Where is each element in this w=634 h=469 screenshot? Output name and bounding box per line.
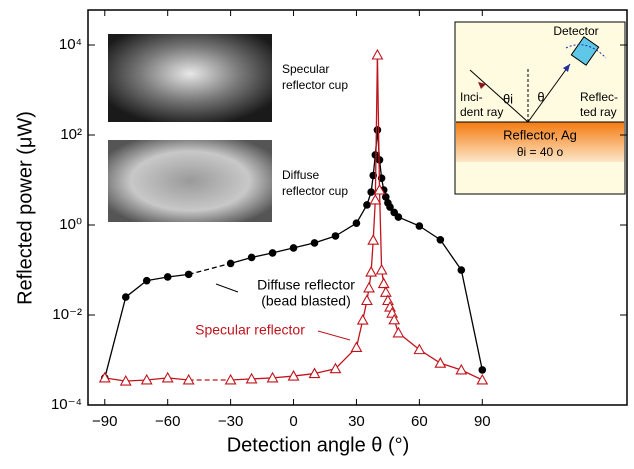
- point: [367, 188, 375, 196]
- point: [477, 375, 487, 384]
- photo-specular: [108, 34, 272, 122]
- point: [435, 358, 445, 367]
- point: [163, 373, 173, 382]
- point: [351, 342, 361, 351]
- series-segment: [189, 263, 231, 274]
- series-segment: [373, 200, 375, 240]
- leader: [216, 284, 238, 292]
- point: [290, 244, 298, 252]
- inset-label: ted ray: [580, 105, 617, 119]
- point: [358, 315, 368, 324]
- series-segment: [126, 281, 147, 297]
- point: [437, 236, 445, 244]
- inset-label: θi = 40 o: [517, 145, 564, 159]
- point: [364, 283, 374, 292]
- annotation: Diffuse reflector: [257, 277, 355, 293]
- chart: Specular reflector cup Diffuse reflector…: [0, 0, 634, 464]
- y-axis-title: Reflected power (μW): [14, 111, 36, 305]
- point: [395, 213, 403, 221]
- y-tick-label: 10⁻⁴: [51, 396, 82, 413]
- point: [248, 254, 256, 262]
- photo-diffuse: [108, 140, 272, 222]
- x-tick-label: −90: [92, 413, 117, 430]
- series-segment: [105, 297, 126, 378]
- point: [377, 265, 387, 274]
- x-axis-title: Detection angle θ (°): [227, 434, 410, 456]
- point: [311, 239, 319, 247]
- photo-label: Diffuse: [282, 168, 319, 182]
- annotation: (bead blasted): [261, 293, 351, 309]
- point: [362, 296, 372, 305]
- series-segment: [377, 55, 379, 190]
- y-tick-label: 10⁰: [59, 216, 82, 233]
- point: [269, 249, 277, 257]
- point: [353, 219, 361, 227]
- point: [416, 222, 424, 230]
- x-tick-label: −30: [218, 413, 243, 430]
- leader: [318, 331, 350, 340]
- point: [381, 287, 391, 296]
- inset-label: Inci-: [460, 90, 483, 104]
- point: [227, 260, 235, 268]
- x-tick-label: 90: [474, 413, 491, 430]
- inset-label: Reflec-: [580, 90, 618, 104]
- x-tick-label: −60: [155, 413, 180, 430]
- photo-label: reflector cup: [282, 184, 348, 198]
- inset-label: θ: [537, 89, 544, 104]
- photo-label: reflector cup: [282, 78, 348, 92]
- point: [368, 235, 378, 244]
- point: [372, 50, 382, 59]
- y-tick-label: 10²: [60, 126, 82, 143]
- point: [393, 328, 403, 337]
- photo-label: Specular: [282, 62, 329, 76]
- point: [374, 126, 382, 134]
- x-tick-label: 60: [411, 413, 428, 430]
- inset-label: θi: [503, 91, 513, 106]
- inset-label: Detector: [553, 24, 598, 38]
- annotation: Specular reflector: [195, 322, 305, 338]
- x-tick-label: 0: [289, 413, 297, 430]
- y-tick-label: 10⁻²: [52, 306, 82, 323]
- point: [366, 267, 376, 276]
- y-tick-label: 10⁴: [59, 36, 82, 53]
- inset: Detector θi θ Inci- dent ray Reflec- ted…: [455, 22, 625, 194]
- point: [185, 271, 193, 279]
- series-segment: [440, 240, 461, 270]
- x-tick-label: 30: [348, 413, 365, 430]
- point: [122, 293, 130, 301]
- point: [458, 266, 466, 274]
- point: [414, 345, 424, 354]
- point: [379, 279, 389, 288]
- point: [383, 296, 393, 305]
- point: [332, 232, 340, 240]
- point: [164, 273, 172, 281]
- point: [363, 201, 371, 209]
- series-segment: [461, 270, 482, 370]
- inset-label: dent ray: [460, 105, 503, 119]
- point: [370, 195, 380, 204]
- point: [143, 277, 151, 285]
- point: [478, 366, 486, 374]
- inset-label: Reflector, Ag: [503, 127, 577, 142]
